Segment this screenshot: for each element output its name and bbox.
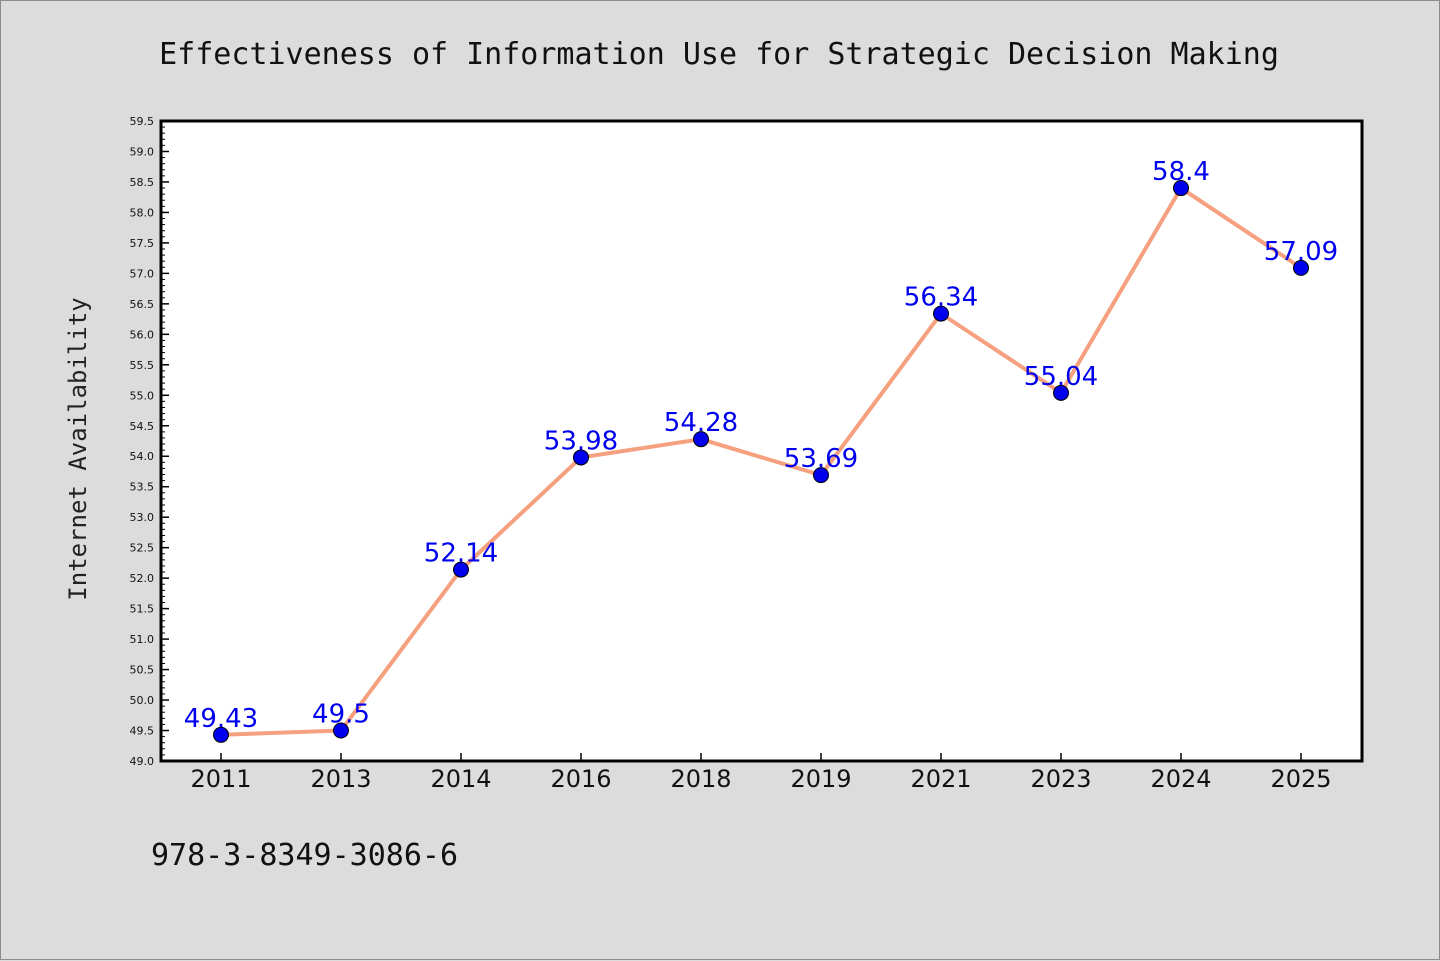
- x-tick-label: 2014: [430, 765, 491, 793]
- data-point: [573, 449, 589, 466]
- y-tick-label: 55.5: [130, 359, 155, 372]
- data-point: [453, 561, 469, 578]
- y-tick-label: 56.5: [130, 298, 155, 311]
- y-tick-label: 50.5: [130, 664, 155, 677]
- data-point: [1293, 259, 1309, 276]
- x-tick-label: 2025: [1270, 765, 1331, 793]
- data-label: 49.43: [184, 704, 258, 734]
- data-point: [693, 431, 709, 448]
- y-tick-label: 54.5: [130, 420, 155, 433]
- x-axis: 2011 2013 2014 2016 2018 2019 2021 2023 2024 2025: [190, 753, 1332, 793]
- y-tick-label: 51.5: [130, 603, 155, 616]
- footer-isbn: 978-3-8349-3086-6: [151, 838, 458, 873]
- y-tick-label: 54.0: [130, 450, 155, 463]
- data-label: 54.28: [664, 408, 738, 438]
- y-axis: 49.0 49.5 50.0 50.5 51.0 51.5 52.0 52.5 53.0 53.5…: [130, 115, 169, 768]
- series-line: [220, 186, 1303, 737]
- data-label: 52.14: [424, 539, 498, 569]
- y-tick-label: 59.5: [130, 115, 155, 128]
- series-layer: 49.43 49.5 52.14 53.98 54.28 53.69 56.34 55.04 5…: [184, 157, 1338, 743]
- x-tick-label: 2013: [310, 765, 371, 793]
- y-tick-label: 52.5: [130, 542, 155, 555]
- y-tick-label: 50.0: [130, 694, 155, 707]
- y-tick-label: 57.0: [130, 267, 155, 280]
- data-label: 49.5: [312, 700, 370, 730]
- x-tick-label: 2019: [790, 765, 851, 793]
- data-label: 53.98: [544, 426, 618, 456]
- data-label: 58.4: [1152, 157, 1210, 187]
- y-tick-label: 55.0: [130, 389, 155, 402]
- y-tick-label: 58.0: [130, 206, 155, 219]
- chart-title: Effectiveness of Information Use for Str…: [159, 37, 1279, 72]
- x-tick-label: 2024: [1150, 765, 1211, 793]
- x-tick-label: 2016: [550, 765, 611, 793]
- y-tick-label: 57.5: [130, 237, 155, 250]
- data-label: 53.69: [784, 444, 858, 474]
- y-tick-label: 56.0: [130, 328, 155, 341]
- y-tick-label: 51.0: [130, 633, 155, 646]
- y-tick-label: 58.5: [130, 176, 155, 189]
- data-point: [813, 467, 829, 484]
- data-label: 55.04: [1024, 362, 1098, 392]
- y-tick-label: 53.0: [130, 511, 155, 524]
- x-tick-label: 2018: [670, 765, 731, 793]
- data-point: [1173, 180, 1189, 197]
- data-point: [1053, 384, 1069, 401]
- y-tick-label: 52.0: [130, 572, 155, 585]
- x-tick-label: 2011: [190, 765, 251, 793]
- y-axis-label: Internet Availability: [64, 297, 92, 600]
- data-label: 57.09: [1264, 237, 1338, 267]
- data-point: [933, 305, 949, 322]
- y-tick-label: 53.5: [130, 481, 155, 494]
- y-tick-label: 59.0: [130, 145, 155, 158]
- data-label: 56.34: [904, 283, 978, 313]
- x-tick-label: 2023: [1030, 765, 1091, 793]
- y-tick-label: 49.0: [130, 755, 155, 768]
- y-tick-label: 49.5: [130, 725, 155, 738]
- data-point: [213, 726, 229, 743]
- plot-area: [159, 119, 1364, 763]
- data-point: [333, 722, 349, 739]
- x-tick-label: 2021: [910, 765, 971, 793]
